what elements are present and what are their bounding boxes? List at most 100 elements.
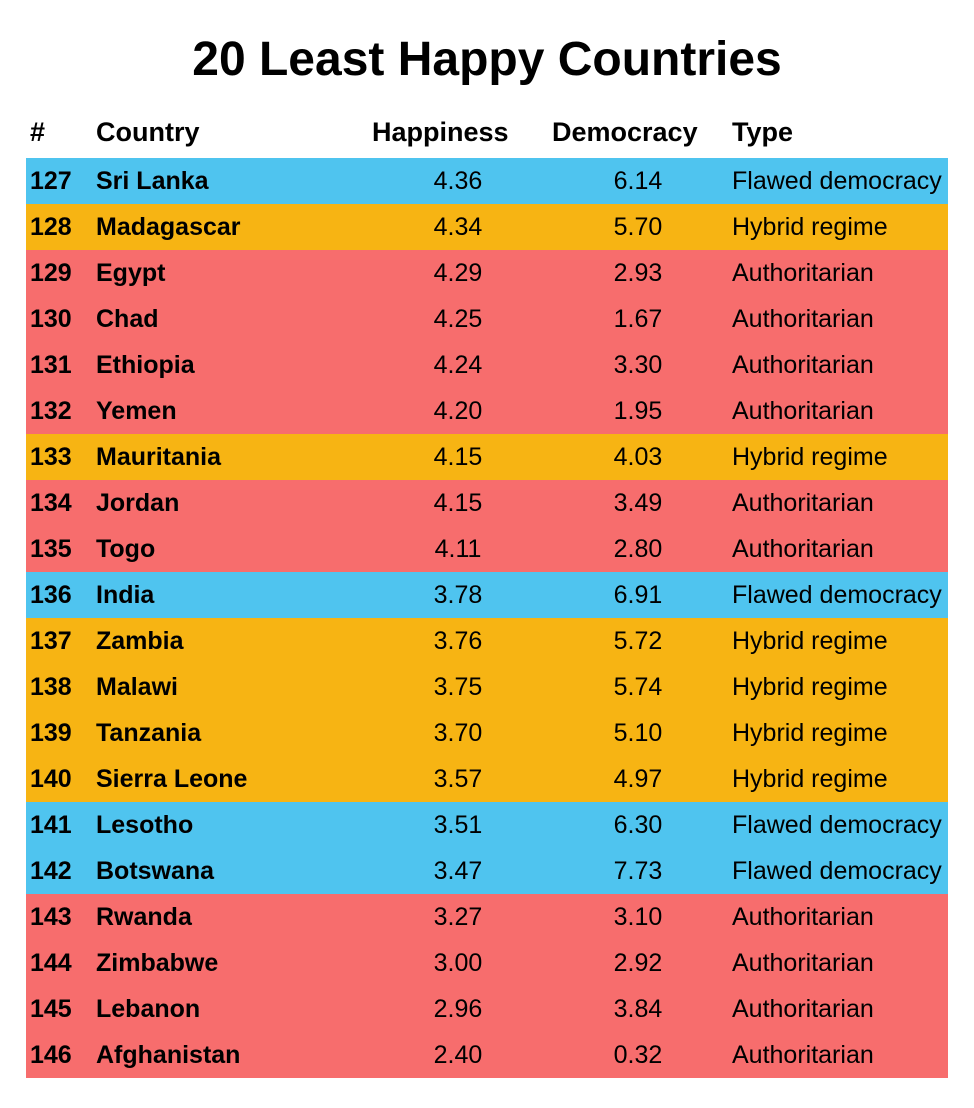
page-container: 20 Least Happy Countries # Country Happi… xyxy=(0,0,974,1108)
table-row: 146Afghanistan2.400.32Authoritarian xyxy=(26,1032,948,1078)
happiness-cell: 4.25 xyxy=(368,296,548,342)
table-row: 145Lebanon2.963.84Authoritarian xyxy=(26,986,948,1032)
happiness-cell: 2.40 xyxy=(368,1032,548,1078)
rank-cell: 133 xyxy=(26,434,92,480)
type-cell: Hybrid regime xyxy=(728,204,948,250)
type-cell: Authoritarian xyxy=(728,526,948,572)
democracy-cell: 0.32 xyxy=(548,1032,728,1078)
rank-cell: 141 xyxy=(26,802,92,848)
rank-cell: 143 xyxy=(26,894,92,940)
table-row: 141Lesotho3.516.30Flawed democracy xyxy=(26,802,948,848)
country-cell: Tanzania xyxy=(92,710,368,756)
country-cell: Zimbabwe xyxy=(92,940,368,986)
country-cell: Lesotho xyxy=(92,802,368,848)
democracy-cell: 1.95 xyxy=(548,388,728,434)
page-title: 20 Least Happy Countries xyxy=(26,32,948,87)
table-row: 140Sierra Leone3.574.97Hybrid regime xyxy=(26,756,948,802)
happiness-cell: 4.29 xyxy=(368,250,548,296)
country-cell: Ethiopia xyxy=(92,342,368,388)
country-cell: Togo xyxy=(92,526,368,572)
table-body: 127Sri Lanka4.366.14Flawed democracy128M… xyxy=(26,158,948,1078)
table-row: 142Botswana3.477.73Flawed democracy xyxy=(26,848,948,894)
country-cell: Egypt xyxy=(92,250,368,296)
type-cell: Authoritarian xyxy=(728,296,948,342)
happiness-cell: 3.76 xyxy=(368,618,548,664)
democracy-cell: 3.30 xyxy=(548,342,728,388)
democracy-cell: 5.72 xyxy=(548,618,728,664)
country-cell: Afghanistan xyxy=(92,1032,368,1078)
type-cell: Authoritarian xyxy=(728,250,948,296)
type-cell: Hybrid regime xyxy=(728,618,948,664)
col-header-rank: # xyxy=(26,111,92,158)
type-cell: Hybrid regime xyxy=(728,710,948,756)
happiness-cell: 4.15 xyxy=(368,480,548,526)
democracy-cell: 2.80 xyxy=(548,526,728,572)
table-row: 136India3.786.91Flawed democracy xyxy=(26,572,948,618)
democracy-cell: 3.10 xyxy=(548,894,728,940)
happiness-cell: 3.00 xyxy=(368,940,548,986)
country-cell: Zambia xyxy=(92,618,368,664)
democracy-cell: 6.91 xyxy=(548,572,728,618)
table-row: 135Togo4.112.80Authoritarian xyxy=(26,526,948,572)
rank-cell: 134 xyxy=(26,480,92,526)
democracy-cell: 6.14 xyxy=(548,158,728,204)
type-cell: Authoritarian xyxy=(728,1032,948,1078)
happiness-cell: 2.96 xyxy=(368,986,548,1032)
country-cell: Lebanon xyxy=(92,986,368,1032)
happiness-cell: 4.34 xyxy=(368,204,548,250)
democracy-cell: 5.70 xyxy=(548,204,728,250)
table-row: 128Madagascar4.345.70Hybrid regime xyxy=(26,204,948,250)
table-row: 127Sri Lanka4.366.14Flawed democracy xyxy=(26,158,948,204)
country-cell: Yemen xyxy=(92,388,368,434)
rank-cell: 145 xyxy=(26,986,92,1032)
rank-cell: 140 xyxy=(26,756,92,802)
democracy-cell: 3.84 xyxy=(548,986,728,1032)
col-header-country: Country xyxy=(92,111,368,158)
democracy-cell: 6.30 xyxy=(548,802,728,848)
rank-cell: 146 xyxy=(26,1032,92,1078)
democracy-cell: 4.03 xyxy=(548,434,728,480)
happiness-cell: 4.20 xyxy=(368,388,548,434)
col-header-type: Type xyxy=(728,111,948,158)
rank-cell: 135 xyxy=(26,526,92,572)
table-row: 130Chad4.251.67Authoritarian xyxy=(26,296,948,342)
rank-cell: 132 xyxy=(26,388,92,434)
col-header-happiness: Happiness xyxy=(368,111,548,158)
rank-cell: 136 xyxy=(26,572,92,618)
democracy-cell: 3.49 xyxy=(548,480,728,526)
happiness-cell: 4.36 xyxy=(368,158,548,204)
happiness-cell: 4.15 xyxy=(368,434,548,480)
table-row: 139Tanzania3.705.10Hybrid regime xyxy=(26,710,948,756)
type-cell: Authoritarian xyxy=(728,894,948,940)
type-cell: Flawed democracy xyxy=(728,802,948,848)
rank-cell: 139 xyxy=(26,710,92,756)
type-cell: Authoritarian xyxy=(728,388,948,434)
rank-cell: 129 xyxy=(26,250,92,296)
democracy-cell: 7.73 xyxy=(548,848,728,894)
table-row: 134Jordan4.153.49Authoritarian xyxy=(26,480,948,526)
rank-cell: 128 xyxy=(26,204,92,250)
democracy-cell: 4.97 xyxy=(548,756,728,802)
happiness-cell: 3.27 xyxy=(368,894,548,940)
col-header-democracy: Democracy xyxy=(548,111,728,158)
democracy-cell: 1.67 xyxy=(548,296,728,342)
rank-cell: 137 xyxy=(26,618,92,664)
table-row: 131Ethiopia4.243.30Authoritarian xyxy=(26,342,948,388)
democracy-cell: 5.10 xyxy=(548,710,728,756)
type-cell: Flawed democracy xyxy=(728,848,948,894)
happiness-cell: 4.24 xyxy=(368,342,548,388)
happiness-cell: 3.51 xyxy=(368,802,548,848)
happiness-cell: 3.75 xyxy=(368,664,548,710)
table-row: 129Egypt4.292.93Authoritarian xyxy=(26,250,948,296)
type-cell: Hybrid regime xyxy=(728,756,948,802)
country-cell: Sri Lanka xyxy=(92,158,368,204)
country-cell: Chad xyxy=(92,296,368,342)
table-row: 132Yemen4.201.95Authoritarian xyxy=(26,388,948,434)
type-cell: Flawed democracy xyxy=(728,158,948,204)
table-row: 137Zambia3.765.72Hybrid regime xyxy=(26,618,948,664)
country-cell: Madagascar xyxy=(92,204,368,250)
type-cell: Flawed democracy xyxy=(728,572,948,618)
type-cell: Hybrid regime xyxy=(728,434,948,480)
table-row: 144Zimbabwe3.002.92Authoritarian xyxy=(26,940,948,986)
rank-cell: 131 xyxy=(26,342,92,388)
